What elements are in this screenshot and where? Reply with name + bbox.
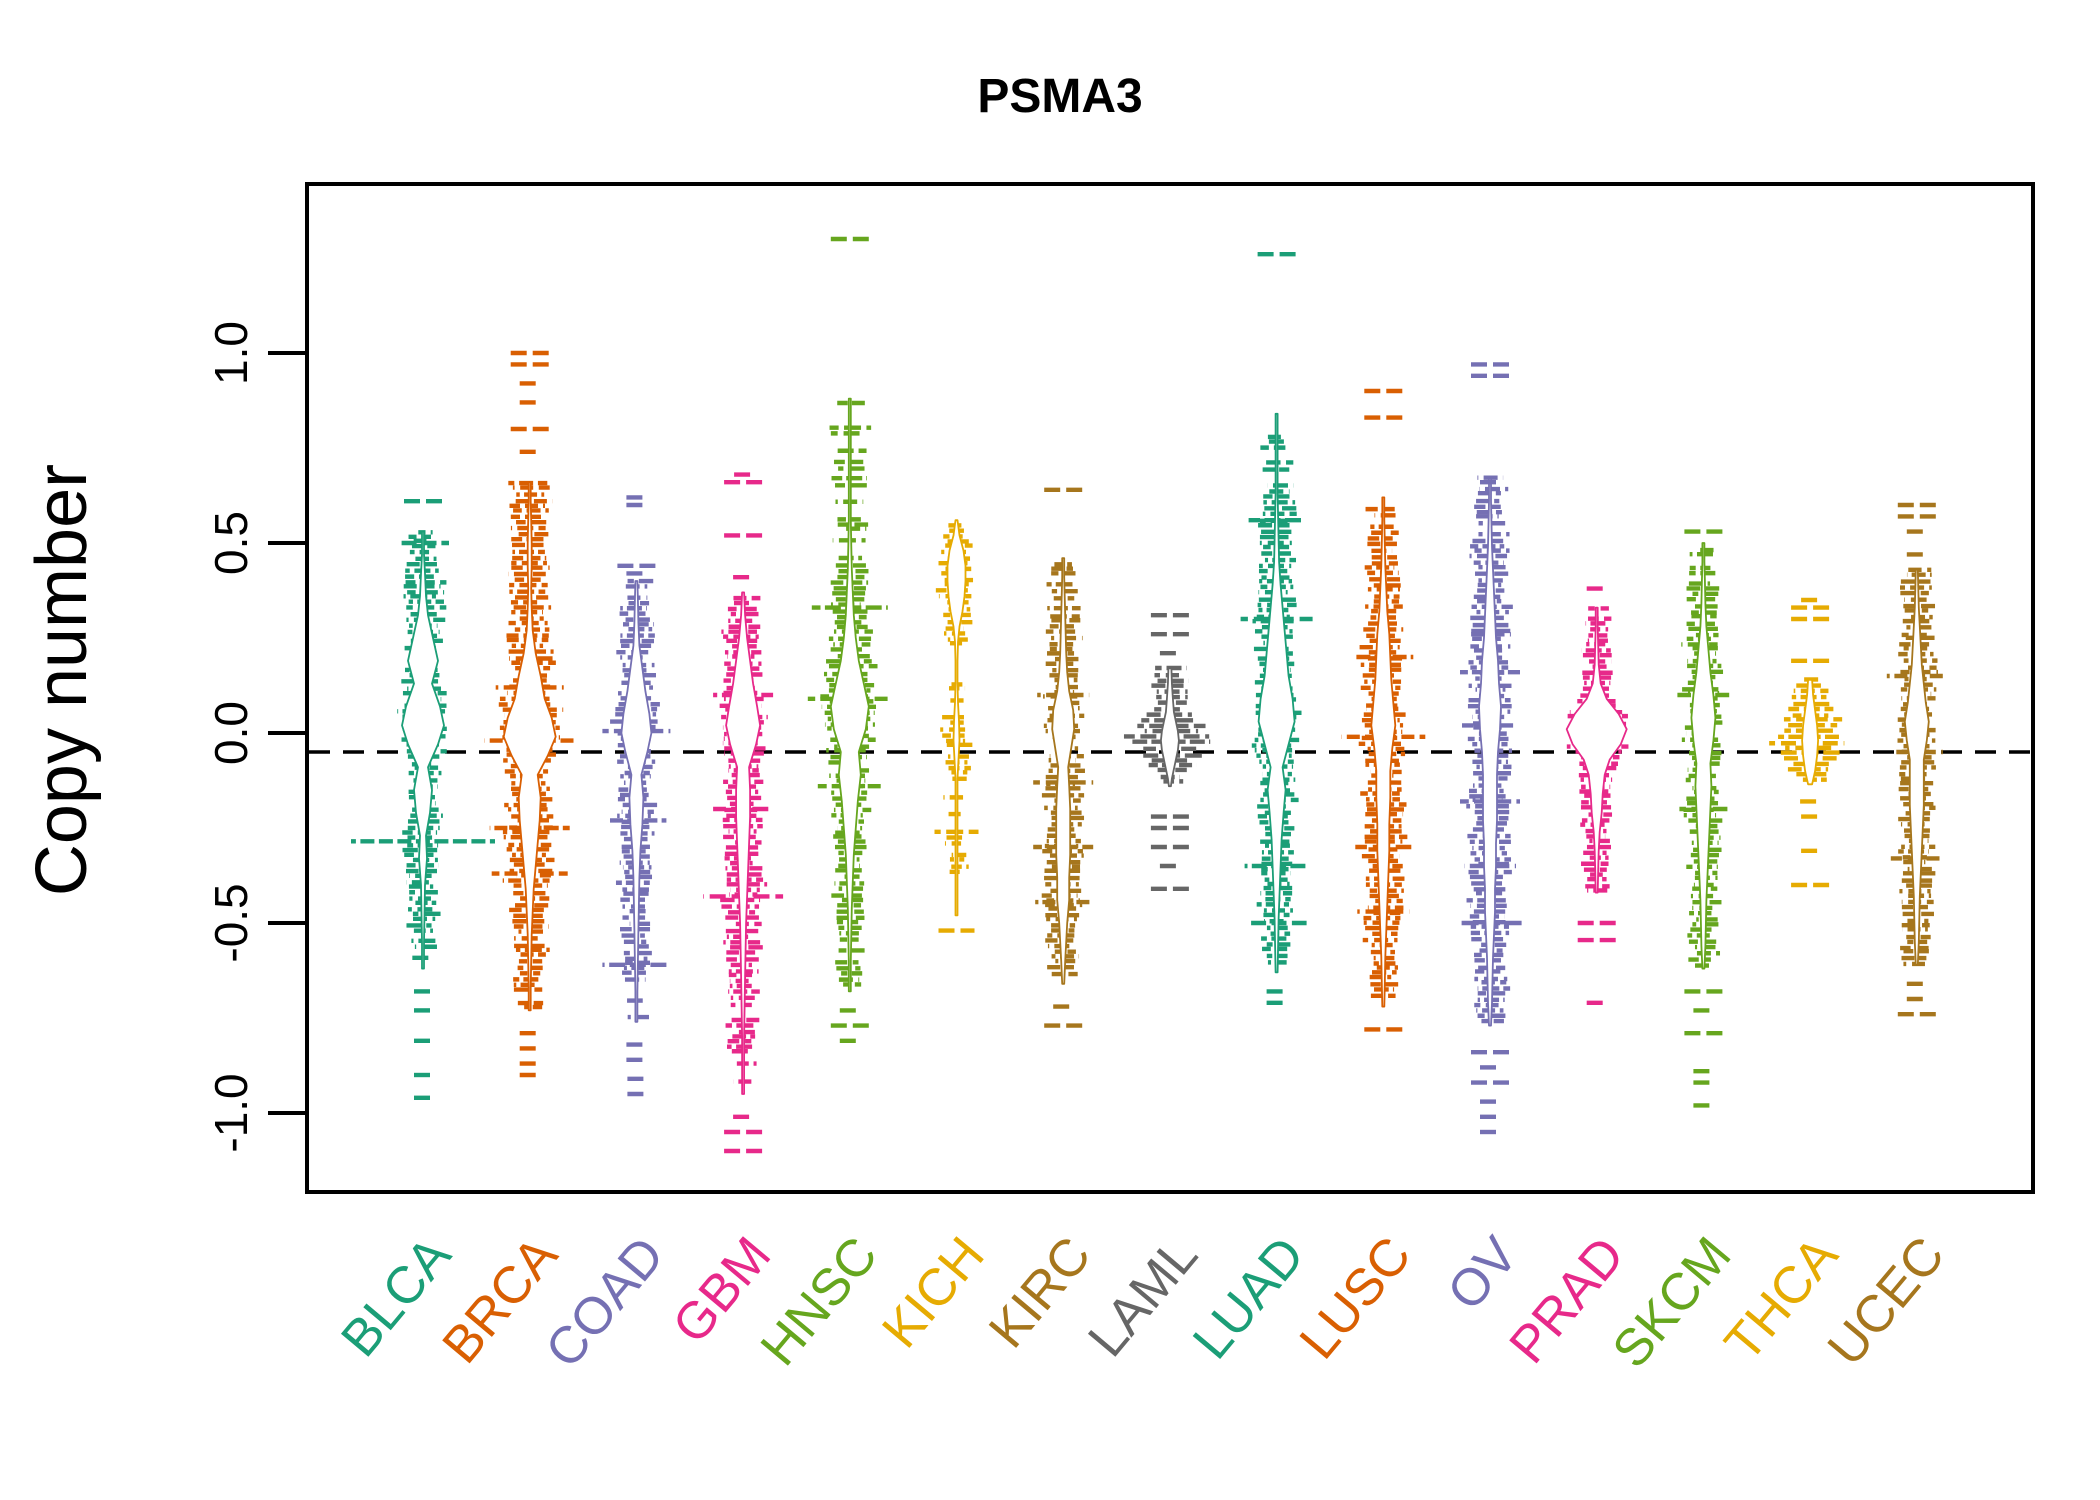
violin-outline-THCA bbox=[1801, 678, 1819, 786]
violin-outline-KICH bbox=[946, 519, 967, 917]
violin-outline-SKCM bbox=[1690, 542, 1717, 970]
swarm-KIRC bbox=[1033, 487, 1094, 1028]
violin-outline-UCEC bbox=[1903, 568, 1930, 966]
x-label-KICH: KICH bbox=[871, 1226, 995, 1358]
swarm-LUAD bbox=[1240, 251, 1313, 1005]
x-label-SKCM: SKCM bbox=[1602, 1226, 1743, 1378]
x-label-COAD: COAD bbox=[535, 1226, 676, 1378]
violin-outline-LAML bbox=[1160, 667, 1180, 788]
swarm-OV bbox=[1458, 362, 1522, 1135]
plot-title: PSMA3 bbox=[977, 70, 1142, 123]
swarm-BRCA bbox=[484, 350, 575, 1078]
swarm-LUSC bbox=[1341, 388, 1426, 1032]
violin-outline-OV bbox=[1478, 477, 1502, 1027]
x-label-KIRC: KIRC bbox=[978, 1226, 1102, 1358]
x-label-LAML: LAML bbox=[1077, 1226, 1209, 1367]
swarm-BLCA bbox=[351, 499, 495, 1101]
violin-outline-PRAD bbox=[1565, 606, 1628, 894]
y-tick-label-0.0: 0.0 bbox=[205, 701, 257, 765]
y-tick-label--0.5: -0.5 bbox=[205, 883, 257, 962]
swarm-KICH bbox=[934, 519, 979, 933]
violin-outline-BLCA bbox=[401, 530, 445, 970]
x-label-UCEC: UCEC bbox=[1817, 1226, 1956, 1376]
violin-outline-COAD bbox=[620, 580, 653, 1023]
x-label-HNSC: HNSC bbox=[750, 1226, 889, 1376]
violin-outline-KIRC bbox=[1051, 557, 1076, 985]
swarm-groups bbox=[351, 236, 1947, 1154]
y-tick-label-0.5: 0.5 bbox=[205, 511, 257, 575]
y-tick-label-1.0: 1.0 bbox=[205, 321, 257, 385]
swarm-SKCM bbox=[1677, 529, 1730, 1108]
swarm-COAD bbox=[602, 495, 671, 1097]
y-axis: 1.0 0.5 0.0 -0.5 -1.0 bbox=[205, 321, 307, 1153]
swarm-PRAD bbox=[1565, 586, 1629, 1005]
swarm-THCA bbox=[1769, 597, 1845, 888]
violin-outline-LUSC bbox=[1370, 496, 1397, 1008]
y-axis-title: Copy number bbox=[22, 464, 102, 896]
violin-outline-GBM bbox=[725, 591, 761, 1095]
swarm-HNSC bbox=[807, 236, 892, 1044]
swarm-UCEC bbox=[1886, 502, 1947, 1017]
y-tick-label--1.0: -1.0 bbox=[205, 1073, 257, 1152]
swarm-GBM bbox=[703, 472, 784, 1154]
swarm-LAML bbox=[1123, 613, 1211, 891]
x-label-LUAD: LUAD bbox=[1182, 1226, 1316, 1370]
x-label-LUSC: LUSC bbox=[1289, 1226, 1423, 1370]
violin-outline-HNSC bbox=[829, 397, 870, 993]
violin-outline-LUAD bbox=[1257, 412, 1296, 974]
violin-outline-BRCA bbox=[502, 481, 557, 1012]
x-label-OV: OV bbox=[1436, 1226, 1529, 1321]
plot-frame bbox=[305, 182, 2035, 1194]
